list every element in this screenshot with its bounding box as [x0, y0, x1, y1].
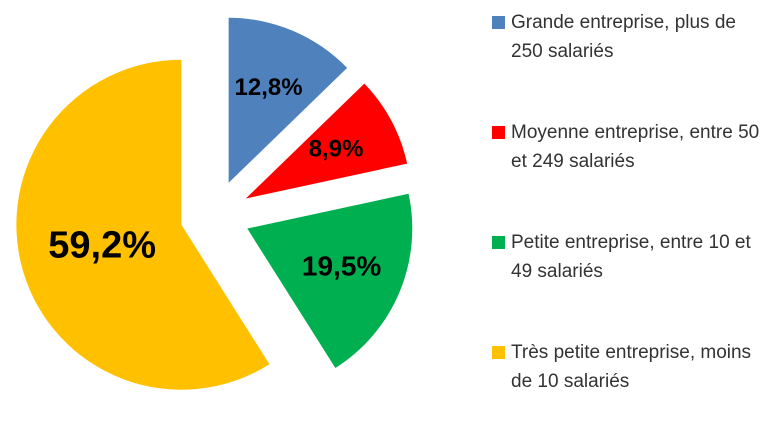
legend-label: Grande entreprise, plus de 250 salariés — [511, 12, 736, 62]
data-label: 59,2% — [48, 225, 156, 267]
pie-slice — [247, 193, 413, 369]
pie-slice — [228, 17, 348, 183]
legend-item: Moyenne entreprise, entre 50 et 249 sala… — [492, 118, 762, 176]
data-label: 8,9% — [309, 136, 364, 163]
legend-item: Très petite entreprise, moins de 10 sala… — [492, 338, 762, 396]
legend-item: Grande entreprise, plus de 250 salariés — [492, 8, 762, 66]
data-label: 19,5% — [302, 251, 381, 282]
legend-swatch — [492, 236, 505, 249]
pie-slice — [245, 83, 408, 199]
pie: 12,8% 8,9% 19,5% 59,2% — [16, 17, 413, 390]
legend-swatch — [492, 126, 505, 139]
legend-label: Très petite entreprise, moins de 10 sala… — [511, 342, 752, 392]
legend-item: Petite entreprise, entre 10 et 49 salari… — [492, 228, 762, 286]
pie-slice — [16, 59, 270, 390]
legend-swatch — [492, 346, 505, 359]
legend-label: Moyenne entreprise, entre 50 et 249 sala… — [511, 122, 760, 172]
legend-label: Petite entreprise, entre 10 et 49 salari… — [511, 232, 751, 282]
legend-swatch — [492, 16, 505, 29]
data-label: 12,8% — [235, 74, 303, 101]
